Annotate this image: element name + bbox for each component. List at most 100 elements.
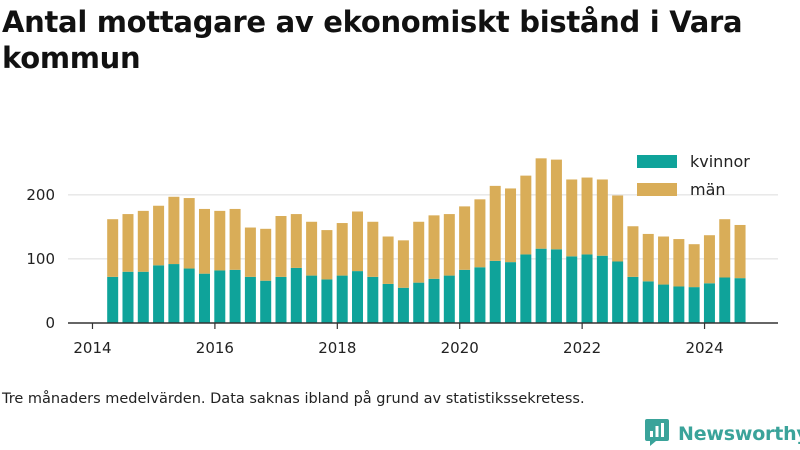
bar-kvinnor bbox=[596, 255, 608, 323]
bar-kvinnor bbox=[505, 262, 517, 323]
bar-kvinnor bbox=[229, 269, 241, 323]
y-tick-label: 200 bbox=[26, 186, 55, 204]
bar-kvinnor bbox=[336, 275, 348, 323]
bar-man bbox=[703, 235, 715, 284]
bar-man bbox=[688, 244, 700, 288]
bar-man bbox=[275, 215, 287, 277]
bar-man bbox=[505, 188, 517, 263]
bar-man bbox=[260, 228, 272, 281]
bar-kvinnor bbox=[688, 287, 700, 323]
bar-man bbox=[122, 214, 134, 272]
bar-man bbox=[137, 210, 149, 272]
bar-man bbox=[183, 198, 195, 269]
bar-man bbox=[719, 219, 731, 278]
x-tick-label: 2014 bbox=[73, 339, 111, 357]
bar-kvinnor bbox=[520, 254, 532, 323]
bar-man bbox=[520, 175, 532, 255]
bar-man bbox=[244, 227, 256, 277]
bar-man bbox=[352, 211, 364, 272]
bar-man bbox=[306, 221, 318, 276]
legend-swatch bbox=[637, 155, 677, 168]
bar-man bbox=[107, 219, 119, 277]
bar-man bbox=[550, 159, 562, 250]
bar-kvinnor bbox=[260, 280, 272, 323]
bar-man bbox=[627, 226, 639, 277]
bar-man bbox=[596, 179, 608, 256]
bar-man bbox=[290, 214, 302, 268]
brand-name: Newsworthy bbox=[678, 423, 800, 445]
bar-kvinnor bbox=[627, 276, 639, 323]
footnote: Tre månaders medelvärden. Data saknas ib… bbox=[2, 391, 585, 407]
newsworthy-brand[interactable]: Newsworthy bbox=[644, 418, 800, 450]
bar-man bbox=[734, 224, 746, 279]
bar-kvinnor bbox=[550, 249, 562, 323]
bar-kvinnor bbox=[413, 282, 425, 323]
bar-kvinnor bbox=[703, 283, 715, 323]
x-tick-label: 2018 bbox=[318, 339, 356, 357]
bar-man bbox=[489, 185, 501, 261]
bar-kvinnor bbox=[566, 256, 578, 323]
bar-man bbox=[214, 210, 226, 271]
bar-man bbox=[443, 214, 455, 276]
bar-man bbox=[566, 179, 578, 257]
bar-man bbox=[382, 236, 394, 284]
bar-kvinnor bbox=[719, 277, 731, 323]
bar-kvinnor bbox=[474, 267, 486, 323]
bar-man bbox=[229, 208, 241, 270]
bar-kvinnor bbox=[290, 267, 302, 323]
bar-man bbox=[581, 177, 593, 255]
legend-swatch bbox=[637, 183, 677, 196]
x-tick-label: 2024 bbox=[685, 339, 723, 357]
y-tick-label: 100 bbox=[26, 250, 55, 268]
bar-kvinnor bbox=[459, 269, 471, 323]
y-tick-label: 0 bbox=[45, 314, 55, 332]
legend: kvinnor män bbox=[637, 152, 750, 199]
x-tick-label: 2022 bbox=[563, 339, 601, 357]
newsworthy-logo-icon bbox=[644, 418, 670, 450]
bar-kvinnor bbox=[658, 284, 670, 323]
bar-kvinnor bbox=[734, 278, 746, 323]
bar-man bbox=[474, 199, 486, 268]
bar-kvinnor bbox=[214, 270, 226, 323]
x-tick-label: 2016 bbox=[196, 339, 234, 357]
bar-kvinnor bbox=[428, 278, 440, 323]
bar-man bbox=[642, 233, 654, 282]
bar-kvinnor bbox=[397, 287, 409, 323]
bar-kvinnor bbox=[153, 265, 165, 323]
bar-kvinnor bbox=[581, 254, 593, 323]
bar-kvinnor bbox=[673, 286, 685, 323]
bar-kvinnor bbox=[535, 248, 547, 323]
bar-man bbox=[397, 240, 409, 288]
bar-man bbox=[612, 195, 624, 262]
stacked-bar-chart: 0 100 200 2014 2016 2018 2020 2022 2024 kvinnor… bbox=[26, 152, 778, 357]
chart-title: Antal mottagare av ekonomiskt bistånd i … bbox=[2, 5, 743, 75]
bar-kvinnor bbox=[352, 271, 364, 323]
bar-man bbox=[413, 221, 425, 283]
bar-kvinnor bbox=[612, 261, 624, 323]
y-axis-tick-labels: 0 100 200 bbox=[26, 186, 55, 332]
bar-kvinnor bbox=[275, 276, 287, 323]
bar-man bbox=[673, 239, 685, 287]
bar-man bbox=[459, 206, 471, 270]
bar-man bbox=[428, 215, 440, 279]
bar-kvinnor bbox=[107, 276, 119, 323]
legend-label: män bbox=[690, 180, 726, 199]
bar-kvinnor bbox=[443, 275, 455, 323]
bar-kvinnor bbox=[168, 264, 180, 323]
bar-kvinnor bbox=[306, 275, 318, 323]
bar-kvinnor bbox=[367, 276, 379, 323]
bar-kvinnor bbox=[183, 268, 195, 323]
bar-kvinnor bbox=[137, 271, 149, 323]
bar-man bbox=[535, 158, 547, 249]
x-axis: 2014 2016 2018 2020 2022 2024 bbox=[68, 322, 778, 357]
x-tick-label: 2020 bbox=[441, 339, 479, 357]
bars bbox=[107, 158, 746, 323]
bar-kvinnor bbox=[198, 273, 210, 323]
bar-man bbox=[367, 221, 379, 277]
legend-label: kvinnor bbox=[690, 152, 750, 171]
bar-man bbox=[658, 236, 670, 285]
bar-kvinnor bbox=[382, 283, 394, 323]
bar-kvinnor bbox=[642, 281, 654, 323]
bar-kvinnor bbox=[489, 260, 501, 323]
bar-kvinnor bbox=[122, 271, 134, 323]
